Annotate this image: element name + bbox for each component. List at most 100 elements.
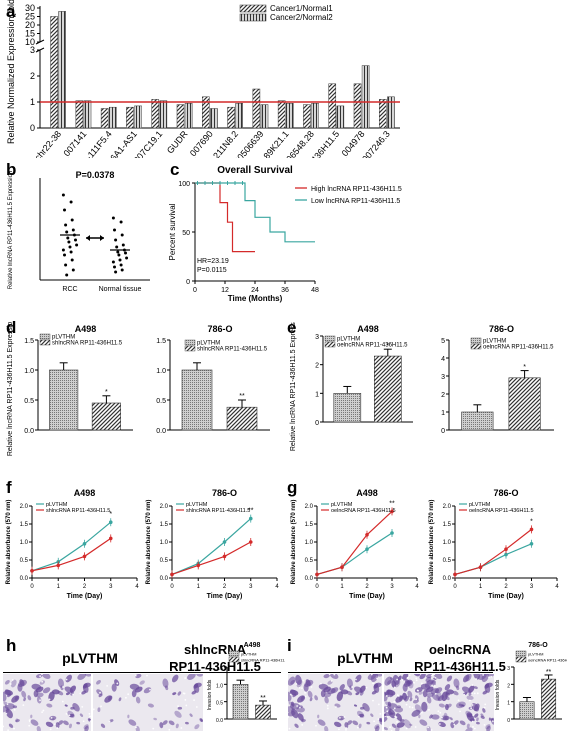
stained-cell xyxy=(42,687,51,694)
stained-cell xyxy=(398,675,402,681)
stained-cell xyxy=(118,697,122,702)
legend-swatch xyxy=(239,13,267,22)
bar-Cancer1-Normal1 xyxy=(328,83,337,129)
stained-cell xyxy=(177,706,183,710)
bar-Cancer2-Normal2 xyxy=(235,103,243,129)
x-tick-label: 4 xyxy=(135,584,139,590)
stained-cell xyxy=(288,676,296,686)
stained-cell xyxy=(418,714,421,719)
bar-Cancer1-Normal1 xyxy=(151,99,160,129)
membrane-pore xyxy=(433,674,436,676)
data-point xyxy=(113,228,116,232)
y-tick-label: 1.5 xyxy=(216,666,223,672)
data-point xyxy=(63,208,66,212)
y-axis-label: Relative absorbance (570 nm) xyxy=(429,500,435,585)
bar-Cancer2-Normal2 xyxy=(387,96,395,129)
membrane-pore xyxy=(430,674,433,677)
significance-marker: ** xyxy=(389,500,395,507)
membrane-pore xyxy=(184,699,187,701)
y-tick-label: 1.5 xyxy=(160,522,169,528)
legend-swatch xyxy=(324,335,336,342)
membrane-pore xyxy=(301,687,303,689)
bar-0 xyxy=(49,369,79,431)
stained-cell xyxy=(354,704,358,707)
legend-label: pLVTHM xyxy=(241,652,256,657)
membrane-pore xyxy=(289,693,292,696)
legend-swatch xyxy=(39,333,51,340)
stained-cell xyxy=(329,674,339,679)
stained-cell xyxy=(426,674,433,679)
micrograph-title-i-left: pLVTHM xyxy=(337,650,393,666)
panel-label-g: g xyxy=(287,478,298,497)
data-point xyxy=(125,256,129,260)
y-axis-label: Relative absorbance (570 nm) xyxy=(146,500,152,585)
stained-cell xyxy=(189,713,193,717)
legend-label: shlncRNA RP11-436H11.5 xyxy=(52,341,123,347)
stained-cell xyxy=(453,690,459,696)
stained-cell xyxy=(296,706,305,713)
stained-cell xyxy=(51,689,60,695)
data-point xyxy=(116,250,120,254)
stained-cell xyxy=(407,679,414,689)
x-tick-label: 2 xyxy=(83,584,87,590)
membrane-pore xyxy=(482,674,485,676)
membrane-pore xyxy=(41,680,44,683)
y-tick-label: 1.5 xyxy=(156,338,166,345)
data-point xyxy=(113,265,116,269)
stained-cell xyxy=(484,684,491,693)
micrograph-title-h-right-2: RP11-436H11.5 xyxy=(169,659,261,674)
stained-cell xyxy=(373,684,380,693)
micrograph-divider-i xyxy=(288,672,493,673)
x-tick-label: 3 xyxy=(530,584,534,590)
stained-cell xyxy=(390,677,394,681)
data-point xyxy=(70,218,74,222)
stained-cell xyxy=(162,720,168,725)
stained-cell xyxy=(440,715,449,721)
data-point xyxy=(114,238,118,242)
bar-Cancer1-Normal1 xyxy=(379,99,387,129)
membrane-pore xyxy=(389,726,392,729)
membrane-pore xyxy=(9,683,12,685)
stained-cell xyxy=(449,717,453,721)
membrane-pore xyxy=(89,720,91,723)
stained-cell xyxy=(84,725,89,731)
stained-cell xyxy=(289,689,299,696)
chart-title: 786-O xyxy=(493,488,518,498)
y-tick-label: 0.0 xyxy=(24,428,34,435)
membrane-pore xyxy=(11,679,14,681)
stained-cell xyxy=(64,704,68,707)
data-point xyxy=(74,238,77,242)
data-point xyxy=(67,240,71,244)
bar-Cancer1-Normal1 xyxy=(252,88,261,129)
stained-cell xyxy=(336,691,344,702)
micrograph-divider-h xyxy=(3,672,281,673)
bar-Cancer2-Normal2 xyxy=(210,108,218,129)
stained-cell xyxy=(139,680,145,685)
chart-h: A498 0.0 0.5 1.0 1.5 Invasion folds pLVTHM ** sh… xyxy=(207,642,285,724)
membrane-pore xyxy=(177,705,180,708)
data-point xyxy=(64,223,68,227)
bar-Cancer2-Normal2 xyxy=(285,103,294,129)
y-tick-label: 4 xyxy=(441,356,445,363)
membrane-pore xyxy=(401,679,404,681)
stained-cell xyxy=(358,713,364,718)
stained-cell xyxy=(486,725,491,731)
bar-Cancer2-Normal2 xyxy=(311,103,319,129)
bar-Cancer1-Normal1 xyxy=(202,96,210,129)
stained-cell xyxy=(346,678,353,688)
membrane-pore xyxy=(396,721,398,723)
membrane-pore xyxy=(476,692,479,695)
significance-marker: ** xyxy=(546,669,552,676)
membrane-pore xyxy=(65,712,68,715)
stained-cell xyxy=(391,680,397,688)
micrograph-i-right xyxy=(384,674,494,731)
series-line-0 xyxy=(454,543,532,575)
y-tick-label: 20 xyxy=(25,20,35,30)
legend-swatch xyxy=(184,339,196,346)
legend-swatch xyxy=(324,341,336,348)
stained-cell xyxy=(404,695,410,702)
legend-label: pLVTHM xyxy=(186,502,208,508)
membrane-pore xyxy=(72,693,74,696)
membrane-pore xyxy=(365,686,368,689)
panel-label-c: c xyxy=(170,160,180,179)
